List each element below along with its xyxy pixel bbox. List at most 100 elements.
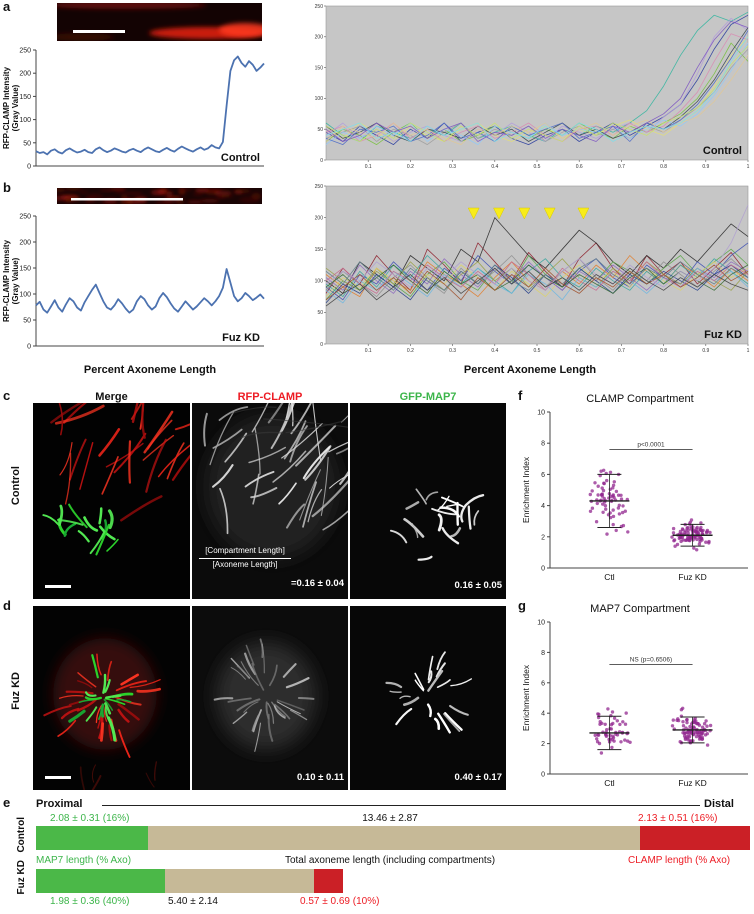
svg-text:50: 50 [317,127,323,133]
control-clamp-value: 2.13 ± 0.51 (16%) [638,813,718,824]
fraction-numerator: [Compartment Length] [205,546,285,555]
svg-text:(Gray Value): (Gray Value) [11,257,20,304]
svg-text:Ctl: Ctl [604,778,615,788]
column-header-gfp-map7: GFP-MAP7 [399,391,457,403]
bar-segment-tan [148,826,641,850]
control-multi-trace-chart: 0 50 100 150 200 250 0.1 0.2 0.3 0.4 0.5 0.6 0.7 0.8 0… [306,3,752,175]
control-total-value: 13.46 ± 2.87 [362,813,418,824]
svg-text:0: 0 [541,772,545,779]
svg-text:100: 100 [315,279,324,285]
clamp-compartment-scatter: 0 2 4 6 8 10 Enrichment Index Ctl Fuz KD p<0.0001 [520,406,754,588]
panel-label-d: d [3,598,11,613]
svg-text:100: 100 [19,292,31,299]
svg-text:0.2: 0.2 [407,164,414,170]
svg-text:10: 10 [537,620,545,627]
svg-text:Ctl: Ctl [604,572,615,582]
panel-label-b: b [3,180,11,195]
svg-text:0: 0 [320,158,323,164]
proximal-distal-line [102,805,700,806]
svg-text:0.3: 0.3 [449,348,456,354]
svg-text:RFP-CLAMP Intensity: RFP-CLAMP Intensity [2,66,11,149]
svg-text:200: 200 [315,215,324,221]
svg-text:(Gray Value): (Gray Value) [11,84,20,131]
fuzkd-total-value: 5.40 ± 2.14 [168,896,218,907]
svg-text:p<0.0001: p<0.0001 [637,441,665,448]
svg-text:0.6: 0.6 [576,164,583,170]
svg-text:2: 2 [541,534,545,541]
svg-text:0.1: 0.1 [365,164,372,170]
legend-map7-length: MAP7 length (% Axo) [36,855,132,866]
svg-text:8: 8 [541,650,545,657]
svg-text:250: 250 [19,214,31,221]
svg-text:0.7: 0.7 [618,164,625,170]
svg-text:50: 50 [23,318,31,325]
control-axoneme-micrograph [57,3,262,41]
svg-text:1: 1 [747,348,750,354]
bar-segment-green [36,869,165,893]
x-axis-label-right: Percent Axoneme Length [463,364,597,376]
fuzkd-merge-micrograph [33,606,190,790]
fuzkd-clamp-value: 0.57 ± 0.69 (10%) [300,896,380,907]
svg-text:200: 200 [19,71,31,78]
fuzkd-multi-trace-chart: 0 50 100 150 200 250 0.1 0.2 0.3 0.4 0.5 0.6 0.7 0.8 0… [306,183,752,359]
svg-text:100: 100 [315,96,324,102]
legend-total-length: Total axoneme length (including compartm… [284,855,496,866]
svg-text:150: 150 [19,94,31,101]
svg-text:Fuz KD: Fuz KD [678,572,706,582]
map7-compartment-title: MAP7 Compartment [590,603,690,615]
fraction-divider [199,557,291,559]
svg-text:0: 0 [27,344,31,351]
svg-text:0.4: 0.4 [491,348,498,354]
bar-segment-green [36,826,149,850]
control-intensity-line-chart: 0 50 100 150 200 250 RFP-CLAMP Intensity (Gray … [2,42,270,178]
bar-row-label-control: Control [16,817,27,853]
map7-compartment-scatter: 0 2 4 6 8 10 Enrichment Index Ctl Fuz KD NS (p=0.… [520,616,754,794]
control-gfp-ratio-value: 0.16 ± 0.05 [454,580,502,591]
fuzkd-axoneme-micrograph [57,188,262,204]
compartment-fraction: [Compartment Length] [Axoneme Length] [197,546,293,571]
svg-text:Fuz KD: Fuz KD [678,778,706,788]
svg-text:0: 0 [541,566,545,573]
fuzkd-intensity-line-chart: 0 50 100 150 200 250 RFP-CLAMP Intensity (Gray … [2,208,270,358]
svg-text:0.3: 0.3 [449,164,456,170]
svg-text:150: 150 [315,247,324,253]
svg-text:0.9: 0.9 [702,164,709,170]
bar-row-label-fuzkd: Fuz KD [16,860,27,895]
svg-text:0.2: 0.2 [407,348,414,354]
svg-text:250: 250 [315,184,324,190]
control-gfp-map7-micrograph [350,403,506,599]
svg-text:250: 250 [19,48,31,55]
svg-text:0.4: 0.4 [491,164,498,170]
svg-text:0.6: 0.6 [576,348,583,354]
fuzkd-rfp-clamp-micrograph [192,606,348,790]
svg-text:0.1: 0.1 [365,348,372,354]
svg-text:Fuz KD: Fuz KD [704,329,742,341]
svg-text:8: 8 [541,441,545,448]
control-rfp-clamp-micrograph [192,403,348,599]
svg-text:250: 250 [315,4,324,10]
svg-text:200: 200 [315,35,324,41]
svg-text:6: 6 [541,680,545,687]
svg-text:100: 100 [19,117,31,124]
distal-label: Distal [704,798,734,810]
panel-label-a: a [3,0,11,14]
svg-text:0.5: 0.5 [534,164,541,170]
fuzkd-axoneme-bar [36,869,343,893]
control-axoneme-bar [36,826,750,850]
bar-segment-tan [164,869,314,893]
panel-label-e: e [3,795,11,810]
svg-text:0.8: 0.8 [660,164,667,170]
svg-text:10: 10 [537,410,545,417]
svg-text:Enrichment Index: Enrichment Index [521,664,531,731]
fuzkd-gfp-map7-micrograph [350,606,506,790]
svg-text:0: 0 [27,164,31,171]
svg-text:NS (p=0.6506): NS (p=0.6506) [630,657,672,664]
svg-text:50: 50 [23,140,31,147]
fuzkd-rfp-ratio-value: 0.10 ± 0.11 [297,772,344,783]
panel-label-f: f [518,388,523,403]
bar-segment-red [640,826,750,850]
svg-text:RFP-CLAMP Intensity: RFP-CLAMP Intensity [2,239,11,322]
svg-text:0.7: 0.7 [618,348,625,354]
proximal-label: Proximal [36,798,83,810]
svg-text:200: 200 [19,240,31,247]
